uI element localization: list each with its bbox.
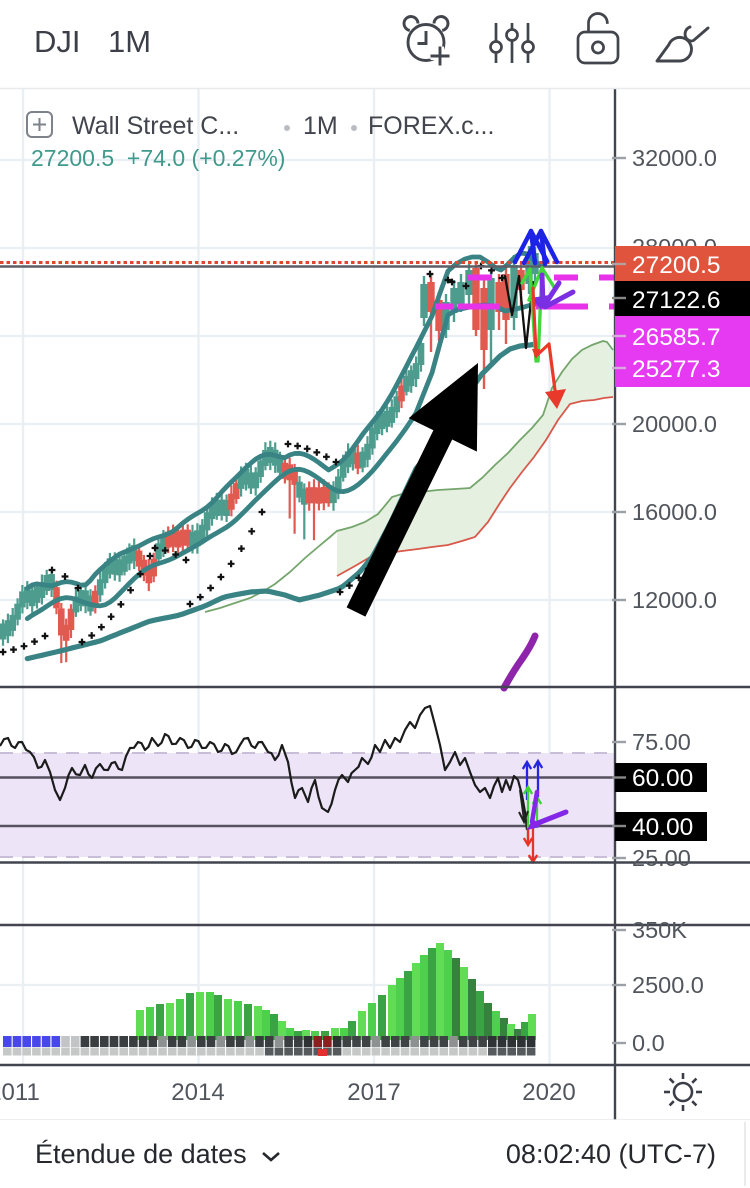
svg-text:27200.5: 27200.5 [632,252,721,279]
svg-text:25.00: 25.00 [632,845,691,871]
svg-text:2020: 2020 [522,1079,575,1106]
svg-text:25277.3: 25277.3 [632,356,721,383]
svg-text:75.00: 75.00 [632,729,691,755]
svg-text:2017: 2017 [347,1079,400,1106]
svg-text:1M: 1M [303,112,338,140]
svg-text:FOREX.c...: FOREX.c... [368,112,494,140]
svg-text:2014: 2014 [171,1079,224,1106]
svg-text:40.00: 40.00 [632,814,693,841]
svg-text:1M: 1M [108,24,151,59]
svg-text:27122.6: 27122.6 [632,287,721,314]
svg-text:16000.0: 16000.0 [632,499,717,525]
svg-text:Wall Street C...: Wall Street C... [72,112,239,140]
svg-text:2011: 2011 [0,1079,40,1106]
svg-text:27200.5 +74.0 (+0.27%): 27200.5 +74.0 (+0.27%) [31,145,285,171]
svg-text:60.00: 60.00 [632,765,693,792]
svg-text:2500.0: 2500.0 [632,972,704,998]
svg-text:DJI: DJI [34,24,81,59]
svg-text:350K: 350K [632,917,687,943]
svg-text:20000.0: 20000.0 [632,411,717,437]
svg-text:0.0: 0.0 [632,1030,665,1056]
svg-text:12000.0: 12000.0 [632,587,717,613]
svg-text:32000.0: 32000.0 [632,145,717,171]
svg-text:26585.7: 26585.7 [632,324,721,351]
